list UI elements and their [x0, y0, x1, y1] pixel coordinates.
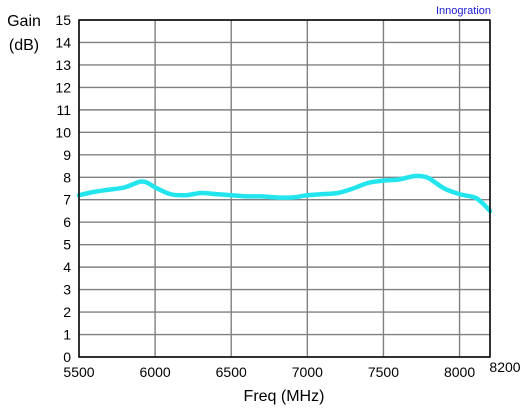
y-tick-label: 0 [63, 349, 71, 365]
y-tick-label: 12 [55, 79, 71, 95]
x-tick-label: 6000 [140, 364, 171, 380]
series-group [76, 173, 493, 214]
y-tick-label: 7 [63, 192, 71, 208]
y-tick-label: 15 [55, 12, 71, 28]
y-tick-label: 1 [63, 327, 71, 343]
x-tick-label: 5500 [63, 364, 94, 380]
gain-line [76, 173, 493, 214]
x-axis-title: Freq (MHz) [244, 388, 325, 405]
brand-label: Innogration [436, 5, 491, 17]
y-tick-label: 13 [55, 57, 71, 73]
x-tick-label: 8000 [444, 364, 475, 380]
y-tick-label: 5 [63, 237, 71, 253]
y-tick-label: 8 [63, 169, 71, 185]
y-tick-label: 4 [63, 259, 71, 275]
x-tick-labels: 5500 6000 6500 7000 7500 8000 8200 [63, 359, 520, 380]
plot-frame [78, 19, 491, 358]
y-tick-label: 10 [55, 124, 71, 140]
y-tick-label: 9 [63, 147, 71, 163]
y-axis-title-line1: Gain [7, 13, 41, 30]
y-tick-label: 14 [55, 34, 71, 50]
y-tick-label: 2 [63, 304, 71, 320]
y-axis-title-line2: (dB) [9, 37, 39, 54]
y-tick-label: 6 [63, 214, 71, 230]
x-tick-label: 6500 [216, 364, 247, 380]
grid [78, 19, 491, 358]
x-tick-label: 7500 [368, 364, 399, 380]
x-tick-label: 7000 [292, 364, 323, 380]
y-tick-label: 3 [63, 282, 71, 298]
y-tick-label: 11 [56, 102, 71, 118]
x-tick-label: 8200 [489, 359, 520, 375]
